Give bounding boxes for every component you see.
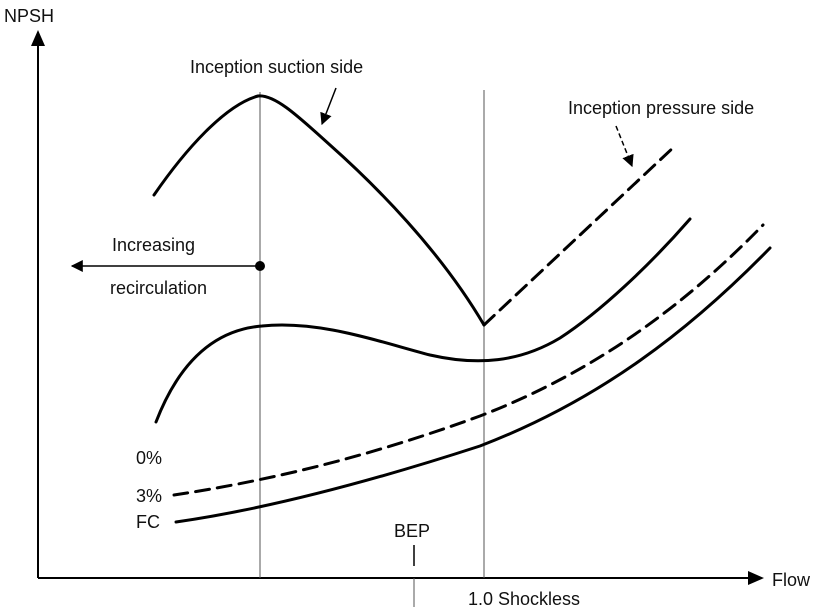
- bep-label: BEP: [394, 521, 430, 541]
- fc-curve: [174, 246, 772, 524]
- zero-percent-curve: [154, 217, 692, 424]
- recirculation-label: recirculation: [110, 278, 207, 298]
- recirculation-dot: [255, 261, 265, 271]
- inception-pressure-label: Inception pressure side: [568, 98, 754, 118]
- x-axis-arrow: [748, 571, 764, 585]
- fc-label: FC: [136, 512, 160, 532]
- inception-suction-pointer: [320, 87, 337, 126]
- inception-suction-label: Inception suction side: [190, 57, 363, 77]
- inception-pressure-curve: [482, 143, 678, 327]
- three-percent-curve: [172, 223, 765, 497]
- y-axis-arrow: [31, 30, 45, 46]
- zero-percent-label: 0%: [136, 448, 162, 468]
- x-axis-label: Flow: [772, 570, 811, 590]
- inception-pressure-pointer: [615, 125, 634, 168]
- shockless-label: 1.0 Shockless: [468, 589, 580, 609]
- inception-suction-curve: [152, 94, 486, 327]
- three-percent-label: 3%: [136, 486, 162, 506]
- y-axis-label: NPSH: [4, 6, 54, 26]
- increasing-label: Increasing: [112, 235, 195, 255]
